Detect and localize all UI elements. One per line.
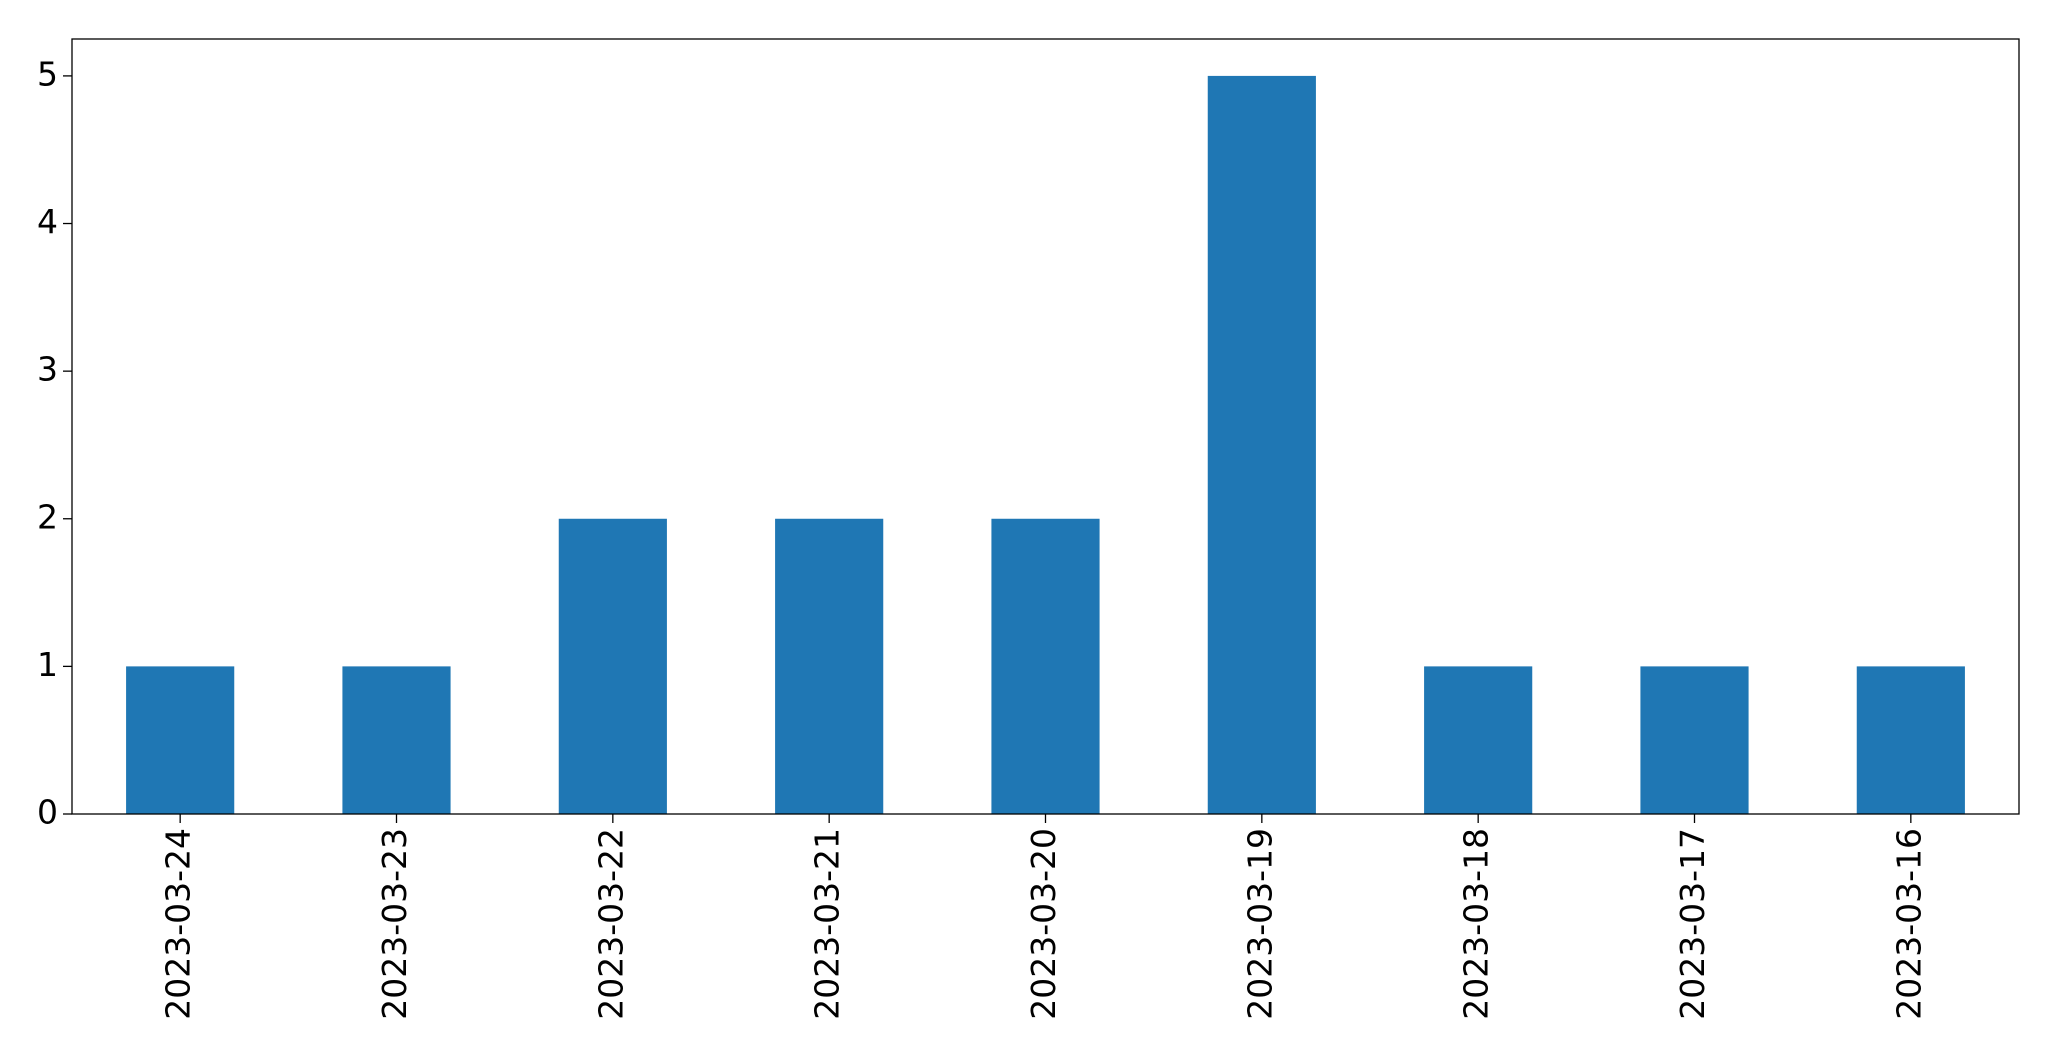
bar: [1207, 75, 1316, 814]
bar: [1640, 666, 1749, 814]
y-tick-label: 1: [37, 645, 58, 684]
y-tick-label: 3: [37, 350, 58, 389]
x-tick-label: 2023-03-23: [375, 828, 414, 1020]
plot-frame: [71, 38, 2020, 815]
bar: [1424, 666, 1533, 814]
bar: [991, 518, 1100, 814]
x-tick-label: 2023-03-17: [1673, 828, 1712, 1020]
x-tick-label: 2023-03-18: [1457, 828, 1496, 1020]
y-tick-label: 5: [37, 54, 58, 93]
bar: [1856, 666, 1965, 814]
x-tick-label: 2023-03-16: [1889, 828, 1928, 1020]
bar: [775, 518, 884, 814]
x-tick-label: 2023-03-19: [1240, 828, 1279, 1020]
x-tick-label: 2023-03-24: [159, 828, 198, 1020]
bar: [126, 666, 235, 814]
y-tick-label: 0: [37, 793, 58, 832]
bar: [342, 666, 451, 814]
bar: [558, 518, 667, 814]
x-tick-label: 2023-03-22: [591, 828, 630, 1020]
y-tick-label: 4: [37, 202, 58, 241]
y-tick-label: 2: [37, 497, 58, 536]
x-tick-label: 2023-03-21: [808, 828, 847, 1020]
x-tick-label: 2023-03-20: [1024, 828, 1063, 1020]
